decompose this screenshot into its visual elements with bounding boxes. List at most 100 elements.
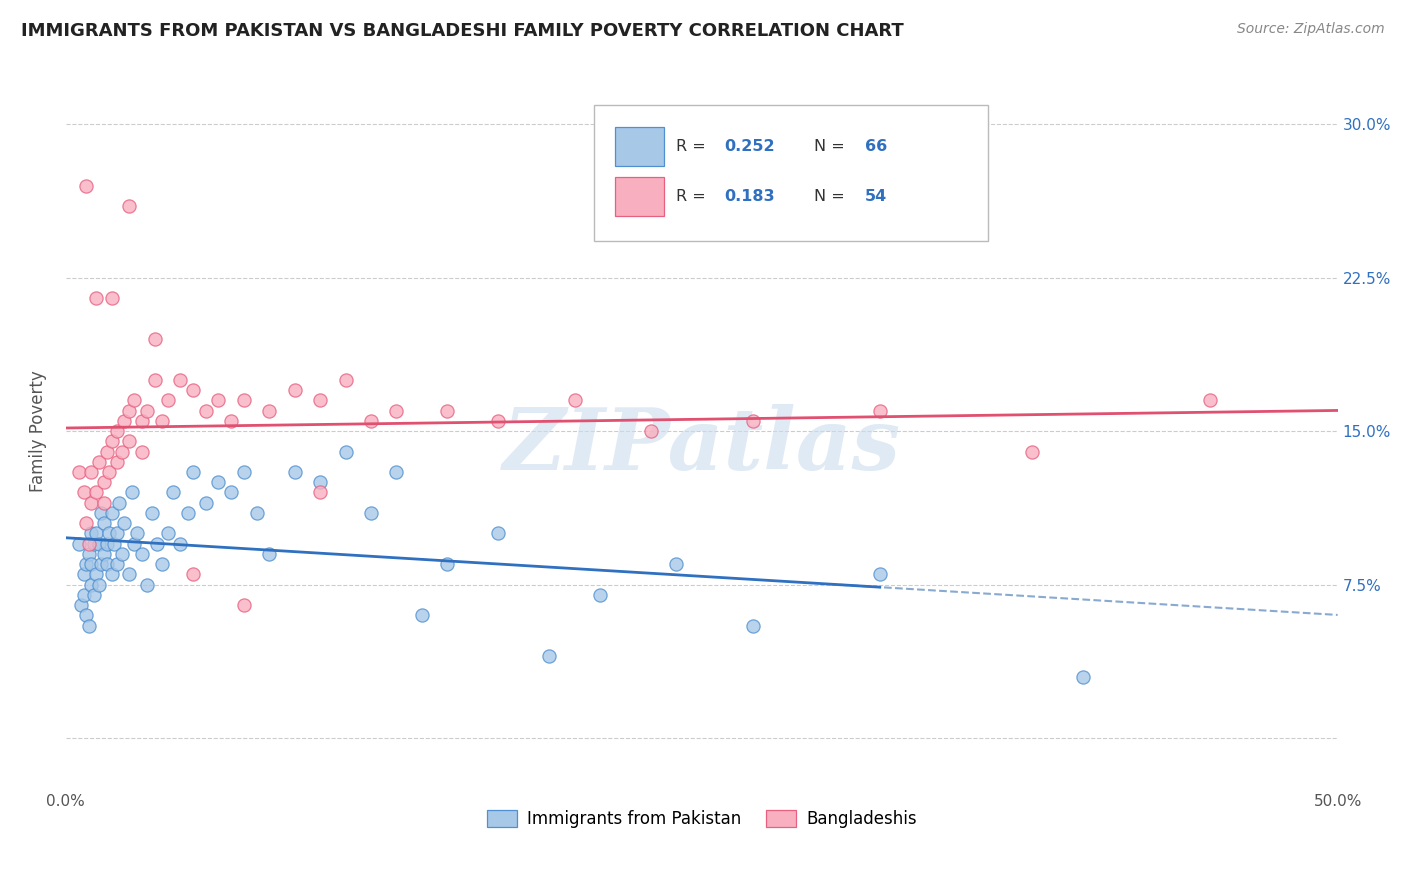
Point	[360, 414, 382, 428]
Point	[1071, 670, 1094, 684]
Point	[152, 557, 174, 571]
Point	[486, 526, 509, 541]
Point	[284, 383, 307, 397]
Point	[121, 485, 143, 500]
Point	[75, 608, 97, 623]
Point	[162, 485, 184, 500]
Point	[207, 475, 229, 490]
Point	[72, 485, 94, 500]
Point	[111, 547, 134, 561]
Point	[83, 536, 105, 550]
Point	[589, 588, 612, 602]
Point	[136, 577, 159, 591]
Point	[87, 577, 110, 591]
Point	[93, 516, 115, 531]
Point	[77, 618, 100, 632]
FancyBboxPatch shape	[593, 105, 988, 242]
Bar	[616, 127, 664, 166]
Point	[77, 547, 100, 561]
Point	[309, 475, 332, 490]
Point	[72, 588, 94, 602]
Point	[93, 547, 115, 561]
Point	[87, 536, 110, 550]
Point	[156, 393, 179, 408]
Point	[869, 567, 891, 582]
Point	[86, 526, 108, 541]
Point	[131, 444, 153, 458]
Point	[259, 403, 281, 417]
Text: R =: R =	[676, 189, 711, 204]
Point	[131, 547, 153, 561]
Point	[75, 178, 97, 193]
Point	[86, 485, 108, 500]
Point	[177, 506, 200, 520]
Point	[869, 403, 891, 417]
Text: 0.252: 0.252	[724, 138, 775, 153]
Point	[436, 403, 458, 417]
Point	[100, 291, 122, 305]
Point	[112, 516, 135, 531]
Point	[100, 567, 122, 582]
Point	[118, 567, 141, 582]
Point	[538, 649, 561, 664]
Legend: Immigrants from Pakistan, Bangladeshis: Immigrants from Pakistan, Bangladeshis	[479, 803, 924, 835]
Point	[156, 526, 179, 541]
Point	[169, 373, 191, 387]
Point	[181, 383, 204, 397]
Point	[564, 393, 586, 408]
Point	[411, 608, 433, 623]
Point	[77, 536, 100, 550]
Point	[1199, 393, 1222, 408]
Point	[86, 291, 108, 305]
Point	[152, 414, 174, 428]
Point	[105, 526, 128, 541]
Point	[219, 414, 242, 428]
Point	[219, 485, 242, 500]
Point	[181, 465, 204, 479]
Point	[100, 506, 122, 520]
Point	[118, 403, 141, 417]
Point	[385, 465, 408, 479]
Point	[136, 403, 159, 417]
Point	[80, 526, 103, 541]
Point	[112, 414, 135, 428]
Point	[245, 506, 267, 520]
Point	[665, 557, 688, 571]
Point	[335, 373, 357, 387]
Point	[181, 567, 204, 582]
Point	[131, 414, 153, 428]
Point	[72, 567, 94, 582]
Point	[486, 414, 509, 428]
Point	[87, 455, 110, 469]
Text: N =: N =	[814, 189, 849, 204]
Point	[124, 393, 146, 408]
Point	[125, 526, 148, 541]
Point	[83, 588, 105, 602]
Point	[90, 557, 112, 571]
Text: R =: R =	[676, 138, 711, 153]
Point	[96, 536, 118, 550]
Point	[96, 557, 118, 571]
Point	[67, 465, 90, 479]
Point	[436, 557, 458, 571]
Point	[385, 403, 408, 417]
Point	[80, 465, 103, 479]
Point	[640, 424, 662, 438]
Point	[741, 618, 763, 632]
Point	[232, 393, 254, 408]
Point	[111, 444, 134, 458]
Point	[141, 506, 163, 520]
Point	[75, 557, 97, 571]
Text: 54: 54	[865, 189, 887, 204]
Point	[284, 465, 307, 479]
Point	[232, 598, 254, 612]
Point	[207, 393, 229, 408]
Point	[80, 577, 103, 591]
Text: Source: ZipAtlas.com: Source: ZipAtlas.com	[1237, 22, 1385, 37]
Point	[96, 444, 118, 458]
Point	[80, 557, 103, 571]
Point	[70, 598, 93, 612]
Point	[105, 424, 128, 438]
Point	[93, 475, 115, 490]
Point	[80, 496, 103, 510]
